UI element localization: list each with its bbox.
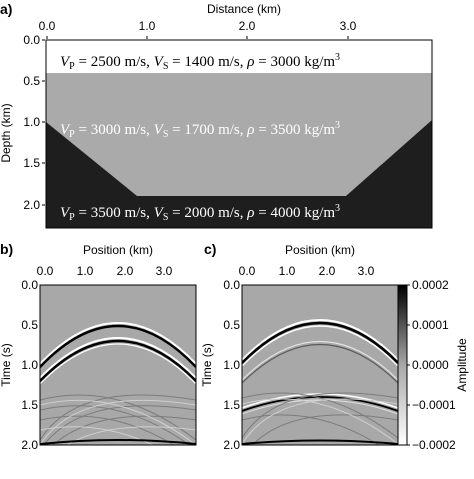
colorbar-ticks: 0.0002 0.0001 0.0000 −0.0001 −0.0002	[412, 278, 456, 452]
layer-1-fill	[46, 40, 432, 73]
panel-b-frame	[39, 284, 197, 446]
y-tick-label: 0.5	[21, 318, 38, 332]
y-tick-label: 1.5	[21, 398, 38, 412]
y-tick-label: 2.0	[21, 438, 38, 452]
colorbar-tick-label: 0.0000	[412, 358, 449, 372]
panel-a-y-title: Depth (km)	[0, 103, 13, 162]
y-tick-label: 2.0	[23, 198, 40, 212]
x-tick-label: 0.0	[39, 19, 56, 33]
panel-a-y-ticks: 0.0 0.5 1.0 1.5 2.0	[23, 33, 40, 212]
panel-b-y-ticks: 0.0 0.5 1.0 1.5 2.0	[21, 278, 38, 452]
layer-2-label: VP = 3000 m/s, VS = 1700 m/s, ρ = 3500 k…	[60, 120, 340, 140]
x-tick-label: 0.0	[37, 264, 54, 278]
panel-b-wavefield	[40, 322, 196, 445]
panel-c-x-ticks: 0.0 1.0 2.0 3.0	[239, 264, 375, 278]
y-tick-label: 0.0	[23, 33, 40, 47]
x-tick-label: 0.0	[239, 264, 256, 278]
panel-b-x-ticks: 0.0 1.0 2.0 3.0	[37, 264, 173, 278]
panel-c-y-title: Time (s)	[200, 343, 214, 387]
y-tick-label: 1.5	[23, 156, 40, 170]
layer-2-fill	[46, 73, 432, 196]
layer-3-label: VP = 3500 m/s, VS = 2000 m/s, ρ = 4000 k…	[60, 203, 340, 223]
panel-a-x-ticks: 0.0 1.0 2.0 3.0	[39, 19, 357, 33]
panel-a-label: a)	[0, 1, 12, 17]
panel-b: b) Position (km) 0.0 1.0 2.0 3.0 Time (s…	[0, 241, 197, 452]
x-tick-label: 1.0	[139, 19, 156, 33]
y-tick-label: 0.0	[223, 278, 240, 292]
panel-b-x-title: Position (km)	[83, 243, 153, 257]
x-tick-label: 1.0	[77, 264, 94, 278]
layer-1-label: VP = 2500 m/s, VS = 1400 m/s, ρ = 3000 k…	[60, 52, 340, 72]
colorbar-tick-label: −0.0002	[412, 438, 456, 452]
colorbar-tick-label: 0.0001	[412, 318, 449, 332]
x-tick-label: 2.0	[239, 19, 256, 33]
panel-c-wavefield	[242, 319, 398, 445]
x-tick-label: 3.0	[156, 264, 173, 278]
colorbar-title: Amplitude	[455, 338, 469, 392]
y-tick-label: 0.5	[223, 318, 240, 332]
y-tick-label: 1.0	[223, 358, 240, 372]
colorbar-tick-label: −0.0001	[412, 398, 456, 412]
panel-c-label: c)	[204, 241, 216, 257]
colorbar: 0.0002 0.0001 0.0000 −0.0001 −0.0002 Amp…	[397, 278, 469, 452]
y-tick-label: 2.0	[223, 438, 240, 452]
x-tick-label: 3.0	[358, 264, 375, 278]
panel-a-x-title: Distance (km)	[207, 2, 281, 16]
panel-c-y-ticks: 0.0 0.5 1.0 1.5 2.0	[223, 278, 240, 452]
y-tick-label: 0.0	[21, 278, 38, 292]
panel-b-y-title: Time (s)	[0, 343, 13, 387]
x-tick-label: 2.0	[117, 264, 134, 278]
colorbar-tick-label: 0.0002	[412, 278, 449, 292]
panel-b-label: b)	[0, 241, 13, 257]
x-tick-label: 1.0	[279, 264, 296, 278]
panel-a: a) Distance (km) 0.0 1.0 2.0 3.0 Depth (…	[0, 1, 433, 229]
panel-c-seismogram	[242, 285, 398, 445]
y-tick-label: 1.0	[21, 358, 38, 372]
colorbar-gradient	[397, 284, 408, 446]
x-tick-label: 3.0	[340, 19, 357, 33]
y-tick-label: 1.0	[23, 115, 40, 129]
y-tick-label: 0.5	[23, 74, 40, 88]
panel-a-frame	[45, 39, 433, 229]
panel-c-x-title: Position (km)	[285, 243, 355, 257]
y-tick-label: 1.5	[223, 398, 240, 412]
panel-c: c) Position (km) 0.0 1.0 2.0 3.0 Time (s…	[200, 241, 399, 452]
x-tick-label: 2.0	[319, 264, 336, 278]
